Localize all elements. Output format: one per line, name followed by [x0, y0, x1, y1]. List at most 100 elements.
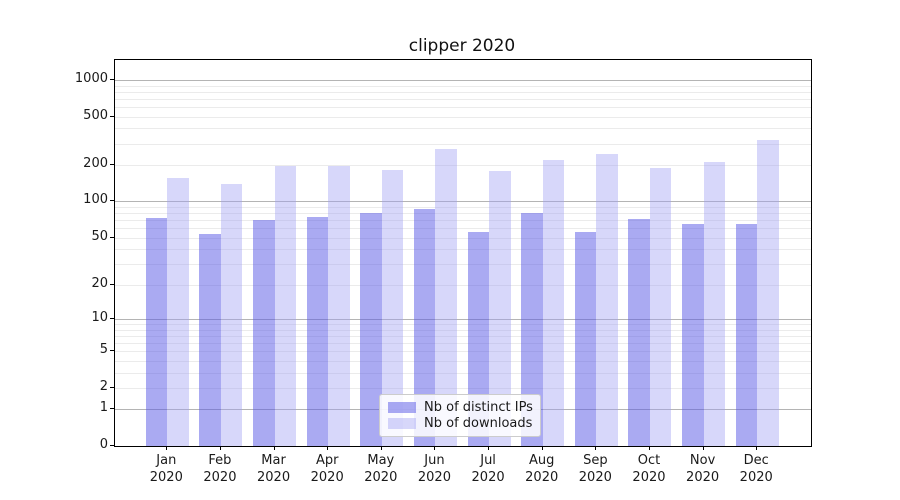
- y-tick-mark: [110, 164, 114, 165]
- gridline: [115, 318, 811, 320]
- y-tick-label: 200: [83, 156, 108, 171]
- x-tick-mark: [756, 446, 758, 450]
- gridline: [115, 372, 811, 374]
- gridline: [115, 143, 811, 145]
- gridline: [115, 360, 811, 362]
- bar-distinct-ips-jan: [145, 217, 168, 446]
- bar-distinct-ips-aug: [521, 213, 543, 446]
- gridline: [115, 201, 811, 203]
- bar-downloads-jun: [435, 149, 457, 446]
- y-tick-label: 0: [99, 437, 108, 452]
- gridline: [115, 335, 811, 337]
- x-tick-label-mar: Mar 2020: [257, 453, 291, 485]
- gridline: [115, 351, 811, 353]
- x-tick-label-nov: Nov 2020: [686, 453, 720, 485]
- y-tick-mark: [110, 445, 114, 446]
- bar-distinct-ips-sep: [574, 231, 597, 446]
- bar-distinct-ips-mar: [253, 220, 275, 446]
- x-tick-label-apr: Apr 2020: [310, 453, 344, 485]
- x-tick-label-sep: Sep 2020: [578, 453, 612, 485]
- bar-distinct-ips-jul: [467, 231, 490, 446]
- y-tick-mark: [110, 236, 114, 238]
- x-tick-mark: [273, 446, 275, 450]
- gridline: [115, 85, 811, 87]
- bar-downloads-sep: [596, 153, 618, 446]
- bar-downloads-jul: [489, 171, 511, 446]
- bar-distinct-ips-jun: [413, 208, 436, 446]
- x-tick-mark: [434, 446, 436, 450]
- bar-downloads-feb: [220, 183, 243, 446]
- x-tick-mark: [166, 446, 168, 450]
- gridline: [115, 284, 811, 286]
- legend-label-distinct-ips: Nb of distinct IPs: [424, 399, 533, 415]
- gridline: [115, 228, 811, 230]
- y-tick-mark: [110, 78, 114, 80]
- bar-downloads-apr: [328, 165, 350, 446]
- bar-distinct-ips-feb: [199, 233, 221, 446]
- bar-distinct-ips-dec: [735, 224, 758, 446]
- gridline: [115, 106, 811, 108]
- bar-distinct-ips-may: [360, 213, 382, 446]
- y-tick-mark: [110, 115, 114, 117]
- y-tick-label: 10: [91, 309, 108, 325]
- bar-downloads-jan: [167, 178, 189, 446]
- y-tick-mark: [110, 283, 114, 285]
- gridline: [115, 165, 811, 166]
- x-tick-mark: [380, 446, 382, 450]
- legend-swatch-distinct-ips: [388, 401, 416, 413]
- x-tick-mark: [702, 446, 704, 450]
- bar-downloads-oct: [649, 168, 672, 446]
- y-tick-label: 1000: [74, 70, 108, 86]
- bar-distinct-ips-apr: [306, 216, 329, 446]
- x-tick-label-may: May 2020: [364, 453, 398, 485]
- y-tick-mark: [110, 317, 114, 319]
- y-tick-mark: [110, 350, 114, 352]
- x-tick-mark: [327, 446, 329, 450]
- x-tick-label-oct: Oct 2020: [632, 453, 666, 485]
- gridline: [115, 264, 811, 266]
- bar-distinct-ips-nov: [682, 224, 704, 446]
- y-tick-label: 20: [91, 275, 108, 291]
- bar-downloads-dec: [757, 140, 779, 446]
- x-tick-label-feb: Feb 2020: [203, 453, 237, 485]
- y-tick-label: 5: [99, 342, 108, 358]
- gridline: [115, 220, 811, 222]
- gridline: [115, 98, 811, 100]
- x-tick-label-aug: Aug 2020: [525, 453, 559, 485]
- gridline: [115, 387, 811, 389]
- x-tick-label-jun: Jun 2020: [417, 453, 451, 485]
- bar-downloads-aug: [542, 159, 565, 446]
- x-tick-mark: [219, 446, 221, 450]
- legend-entry-distinct-ips: Nb of distinct IPs: [388, 399, 533, 415]
- x-tick-mark: [595, 446, 597, 450]
- y-tick-label: 1: [99, 400, 108, 416]
- legend: Nb of distinct IPs Nb of downloads: [379, 394, 541, 437]
- gridline: [115, 213, 811, 215]
- x-tick-label-jan: Jan 2020: [149, 453, 183, 485]
- x-tick-mark: [488, 446, 490, 450]
- plot-area: [114, 59, 812, 447]
- gridline: [115, 116, 811, 118]
- bar-downloads-mar: [274, 165, 297, 446]
- bar-downloads-may: [381, 169, 404, 446]
- y-tick-mark: [110, 200, 114, 202]
- y-tick-mark: [110, 386, 114, 388]
- y-tick-label: 500: [83, 107, 108, 123]
- bar-downloads-nov: [703, 161, 726, 446]
- gridline: [115, 79, 811, 81]
- gridline: [115, 128, 811, 130]
- x-tick-label-dec: Dec 2020: [739, 453, 773, 485]
- legend-entry-downloads: Nb of downloads: [388, 416, 532, 432]
- gridline: [115, 249, 811, 251]
- legend-swatch-downloads: [388, 418, 416, 430]
- x-tick-mark: [648, 446, 650, 450]
- y-tick-label: 50: [91, 228, 108, 244]
- y-tick-label: 2: [99, 378, 108, 394]
- gridline: [115, 342, 811, 344]
- y-tick-label: 100: [83, 192, 108, 208]
- x-tick-mark: [541, 446, 543, 450]
- x-tick-label-jul: Jul 2020: [471, 453, 505, 485]
- y-tick-mark: [110, 408, 114, 410]
- gridline: [115, 91, 811, 93]
